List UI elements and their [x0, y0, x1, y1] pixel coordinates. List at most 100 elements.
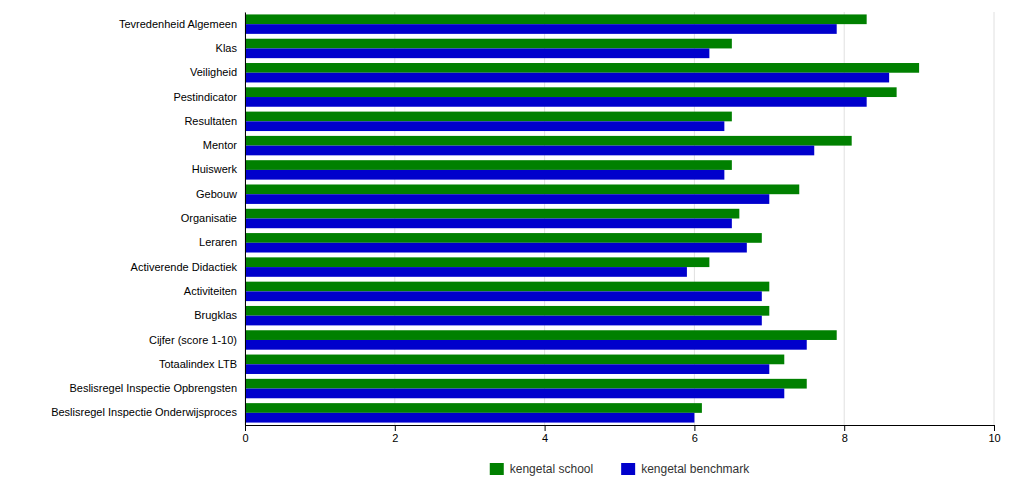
- x-tick-label: 4: [542, 432, 548, 444]
- bar: [245, 39, 732, 49]
- bar: [245, 63, 919, 73]
- y-tick-label: Beslisregel Inspectie Onderwijsproces: [51, 406, 237, 418]
- x-axis: 0 2 4 6 8 10: [242, 425, 1000, 444]
- bar: [245, 194, 769, 204]
- y-tick-label: Beslisregel Inspectie Opbrengsten: [69, 382, 237, 394]
- x-tick-mark: [694, 425, 695, 431]
- y-tick-label: Totaalindex LTB: [159, 358, 237, 370]
- x-tick: 2: [392, 425, 398, 444]
- bar: [245, 209, 739, 219]
- bar: [245, 243, 747, 253]
- bar: [245, 330, 837, 340]
- bar-series: [245, 24, 889, 422]
- y-tick: Gebouw: [196, 188, 237, 200]
- bar: [245, 355, 784, 365]
- y-tick: Activerende Didactiek: [131, 261, 238, 273]
- grid-line: [994, 12, 995, 425]
- y-tick: Brugklas: [194, 309, 237, 321]
- y-tick: Leraren: [199, 236, 237, 248]
- y-tick: Klas: [216, 42, 238, 54]
- bar: [245, 306, 769, 316]
- bar: [245, 121, 724, 131]
- legend-swatch: [490, 463, 504, 475]
- y-tick-label: Gebouw: [196, 188, 237, 200]
- y-tick: Totaalindex LTB: [159, 358, 237, 370]
- x-tick: 0: [242, 425, 248, 444]
- bar-series: [245, 14, 919, 412]
- y-tick: Cijfer (score 1-10): [149, 333, 237, 345]
- y-tick-label: Klas: [216, 42, 238, 54]
- y-tick-label: Huiswerk: [192, 163, 238, 175]
- x-tick-label: 6: [692, 432, 698, 444]
- y-tick: Resultaten: [184, 115, 237, 127]
- bar: [245, 73, 889, 83]
- bar: [245, 170, 724, 180]
- legend-item: kengetal benchmark: [621, 462, 750, 476]
- bar: [245, 267, 687, 277]
- y-tick-label: Tevredenheid Algemeen: [119, 18, 237, 30]
- bar: [245, 316, 762, 326]
- x-tick-mark: [844, 425, 845, 431]
- x-tick-mark: [545, 425, 546, 431]
- plot-area: 0 2 4 6 8 10 Tevredenheid Algemeen Klas Veilighe…: [51, 12, 1001, 444]
- x-tick-mark: [245, 425, 246, 431]
- bar: [245, 14, 867, 24]
- grid: [245, 12, 994, 425]
- bar: [245, 403, 702, 413]
- bars: [245, 14, 919, 422]
- x-tick-label: 2: [392, 432, 398, 444]
- y-tick: Beslisregel Inspectie Opbrengsten: [69, 382, 237, 394]
- bar: [245, 340, 807, 350]
- y-tick: Organisatie: [181, 212, 237, 224]
- bar: [245, 97, 867, 107]
- y-tick: Pestindicator: [173, 91, 237, 103]
- bar: [245, 136, 852, 146]
- y-tick-label: Cijfer (score 1-10): [149, 333, 237, 345]
- y-tick-label: Brugklas: [194, 309, 237, 321]
- x-tick: 6: [692, 425, 698, 444]
- y-tick: Huiswerk: [192, 163, 238, 175]
- bar: [245, 379, 807, 389]
- y-tick: Beslisregel Inspectie Onderwijsproces: [51, 406, 237, 418]
- y-axis-line: [245, 13, 246, 426]
- bar: [245, 389, 784, 399]
- bar: [245, 184, 799, 194]
- bar: [245, 146, 814, 156]
- bar: [245, 160, 732, 170]
- x-tick: 4: [542, 425, 548, 444]
- y-tick-label: Leraren: [199, 236, 237, 248]
- legend: kengetal school kengetal benchmark: [490, 462, 750, 476]
- bar: [245, 233, 762, 243]
- y-tick-label: Organisatie: [181, 212, 237, 224]
- x-tick: 8: [842, 425, 848, 444]
- chart: 0 2 4 6 8 10 Tevredenheid Algemeen Klas Veilighe…: [0, 0, 1024, 487]
- x-tick-label: 10: [988, 432, 1000, 444]
- bar: [245, 87, 897, 97]
- legend-label: kengetal benchmark: [641, 462, 750, 476]
- y-axis: Tevredenheid Algemeen Klas Veiligheid Pesti…: [51, 13, 245, 426]
- bar: [245, 364, 769, 374]
- y-tick-label: Activerende Didactiek: [131, 261, 238, 273]
- bar: [245, 291, 762, 301]
- legend-item: kengetal school: [490, 462, 593, 476]
- x-tick-mark: [395, 425, 396, 431]
- bar: [245, 219, 732, 229]
- bar: [245, 413, 694, 423]
- y-tick: Mentor: [203, 139, 238, 151]
- legend-swatch: [621, 463, 635, 475]
- y-tick: Activiteiten: [184, 285, 237, 297]
- y-tick-label: Resultaten: [184, 115, 237, 127]
- bar: [245, 112, 732, 122]
- y-tick-label: Pestindicator: [173, 91, 237, 103]
- x-tick-mark: [994, 425, 995, 431]
- y-tick-label: Activiteiten: [184, 285, 237, 297]
- bar: [245, 257, 709, 267]
- x-tick: 10: [988, 425, 1000, 444]
- y-tick: Veiligheid: [190, 66, 237, 78]
- x-tick-label: 8: [842, 432, 848, 444]
- y-tick-label: Mentor: [203, 139, 238, 151]
- x-tick-label: 0: [242, 432, 248, 444]
- legend-label: kengetal school: [510, 462, 593, 476]
- bar: [245, 24, 837, 34]
- y-tick-label: Veiligheid: [190, 66, 237, 78]
